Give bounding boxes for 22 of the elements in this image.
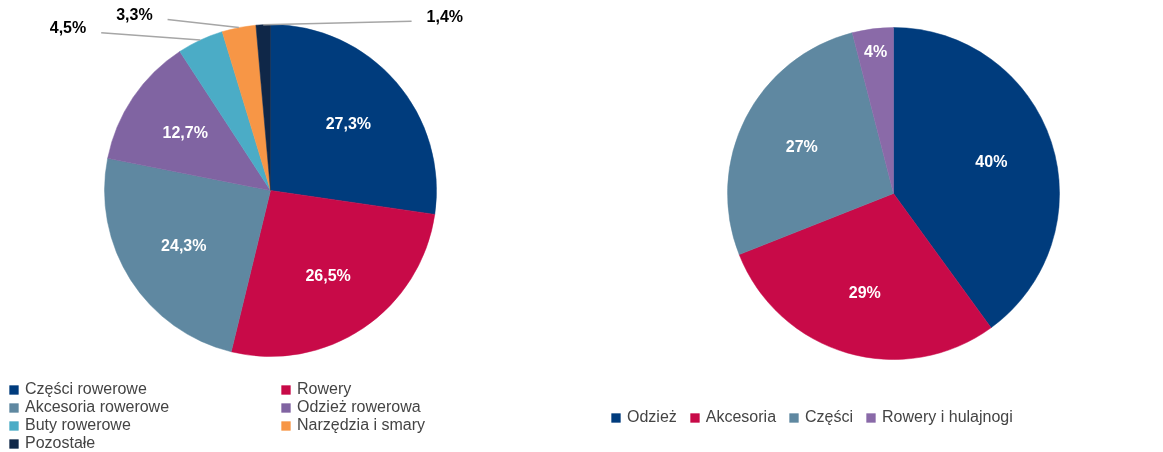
- legend-label: Odzież: [627, 408, 677, 426]
- data-label: 27%: [785, 138, 818, 156]
- data-label: 40%: [975, 153, 1008, 171]
- data-label: 27,3%: [325, 114, 372, 132]
- legend-label: Odzież rowerowa: [297, 398, 422, 416]
- legend-label: Rowery: [297, 380, 353, 398]
- data-label: 26,5%: [305, 267, 351, 285]
- legend-label: Akcesoria: [705, 408, 777, 426]
- data-label: 12,7%: [162, 124, 208, 142]
- data-label: 4%: [864, 43, 888, 61]
- data-label: 3,3%: [116, 6, 153, 24]
- legend-label: Narzędzia i smary: [297, 416, 427, 434]
- legend-label: Rowery i hulajnogi: [882, 408, 1013, 426]
- data-label: 29%: [848, 283, 881, 301]
- legend-label: Buty rowerowe: [25, 416, 132, 434]
- legend-label: Pozostałe: [25, 434, 97, 452]
- data-label: 24,3%: [161, 237, 207, 255]
- data-label: 4,5%: [49, 19, 87, 37]
- data-label: 1,4%: [426, 7, 464, 25]
- legend-label: Akcesoria rowerowe: [25, 398, 171, 416]
- legend-label: Części: [805, 408, 854, 426]
- legend-label: Części rowerowe: [25, 380, 148, 398]
